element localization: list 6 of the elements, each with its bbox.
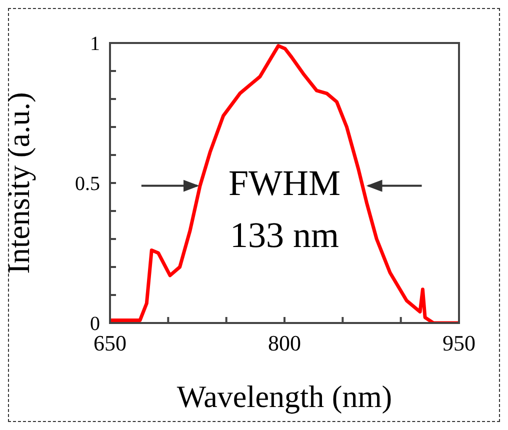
y-tick-label: 0.5 (75, 173, 100, 196)
x-tick-label: 950 (442, 330, 476, 356)
x-axis-title: Wavelength (nm) (176, 379, 392, 414)
x-tick-label: 800 (268, 330, 301, 356)
y-tick-label: 1 (90, 33, 100, 56)
annotation: FWHM 133 nm (228, 163, 341, 255)
